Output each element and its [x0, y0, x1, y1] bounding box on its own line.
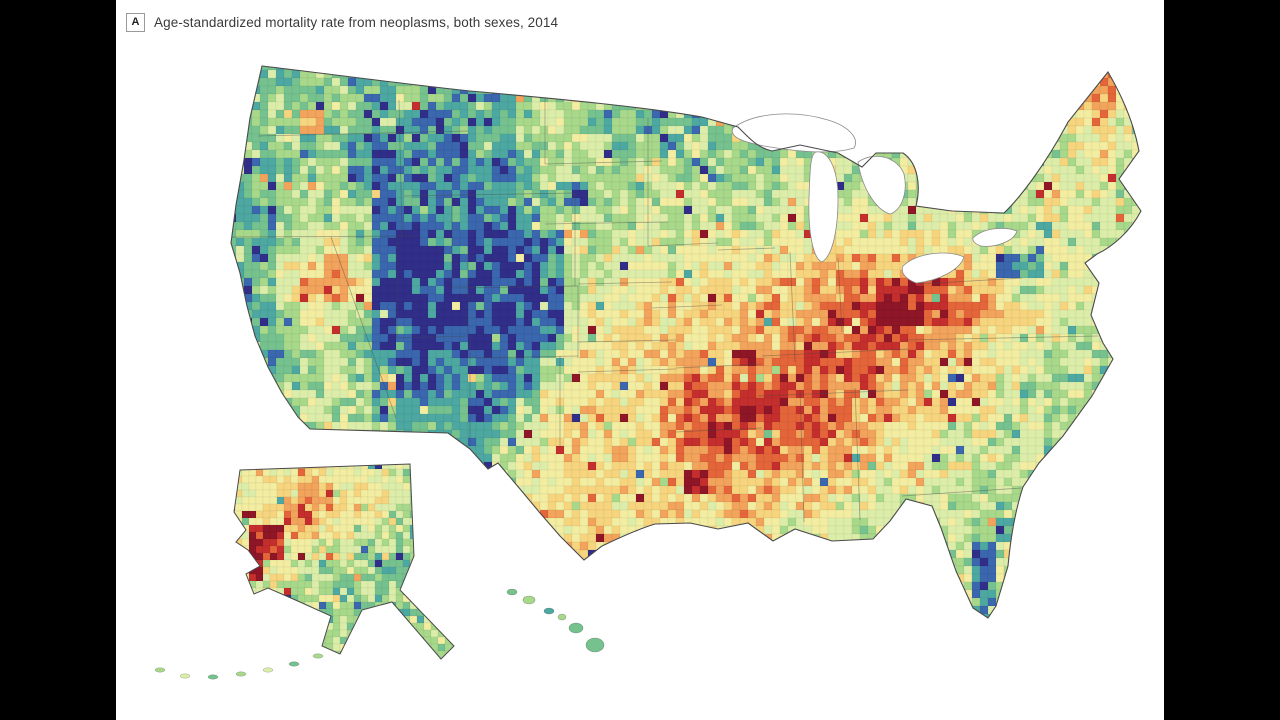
figure-stage: A Age-standardized mortality rate from n… — [116, 0, 1164, 720]
figure-header: A Age-standardized mortality rate from n… — [126, 13, 558, 32]
us-county-choropleth-map — [154, 65, 1142, 680]
figure-title: Age-standardized mortality rate from neo… — [154, 15, 559, 30]
panel-label-badge: A — [126, 13, 145, 32]
